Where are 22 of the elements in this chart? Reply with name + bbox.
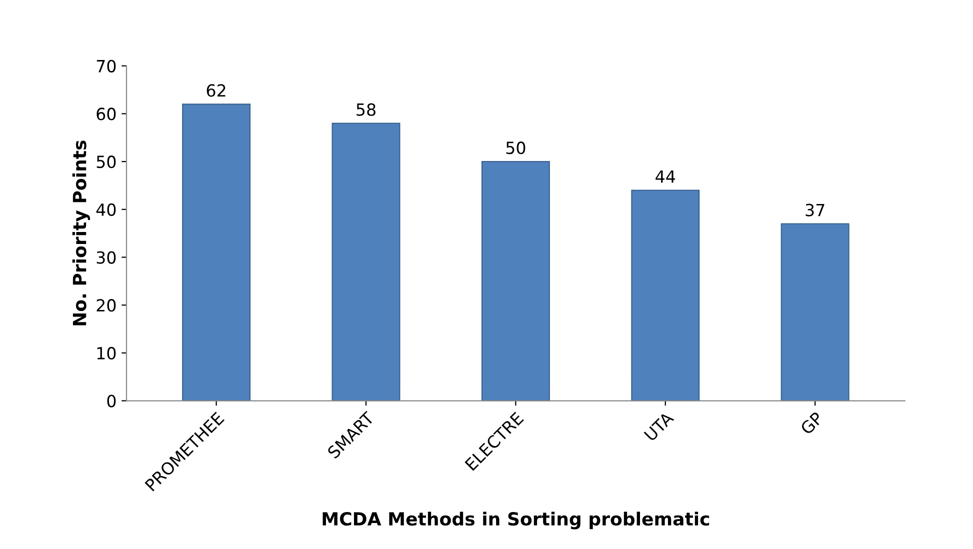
- bar: [182, 104, 251, 401]
- y-tick-label: 10: [97, 346, 116, 360]
- y-axis-title: No. Priority Points: [72, 140, 90, 326]
- data-label: 50: [506, 142, 526, 154]
- bar: [780, 223, 850, 401]
- x-tick-label: GP: [800, 411, 824, 436]
- y-tick-label: 50: [96, 156, 116, 168]
- bar: [332, 122, 400, 401]
- y-tick-label: 20: [96, 299, 116, 312]
- data-label: 62: [206, 84, 226, 97]
- y-tick-label: 40: [96, 203, 116, 216]
- y-tick-label: 70: [96, 60, 116, 72]
- y-tick-label: 0: [107, 394, 116, 408]
- bar: [481, 161, 550, 401]
- y-tick-label: 60: [96, 108, 116, 120]
- bar: [631, 190, 700, 401]
- x-tick-label: UTA: [644, 410, 674, 442]
- y-tick-label: 30: [96, 251, 116, 264]
- data-label: 37: [806, 204, 824, 216]
- data-label: 44: [656, 170, 676, 183]
- x-axis-title: MCDA Methods in Sorting problematic: [322, 512, 710, 530]
- data-label: 58: [356, 103, 376, 116]
